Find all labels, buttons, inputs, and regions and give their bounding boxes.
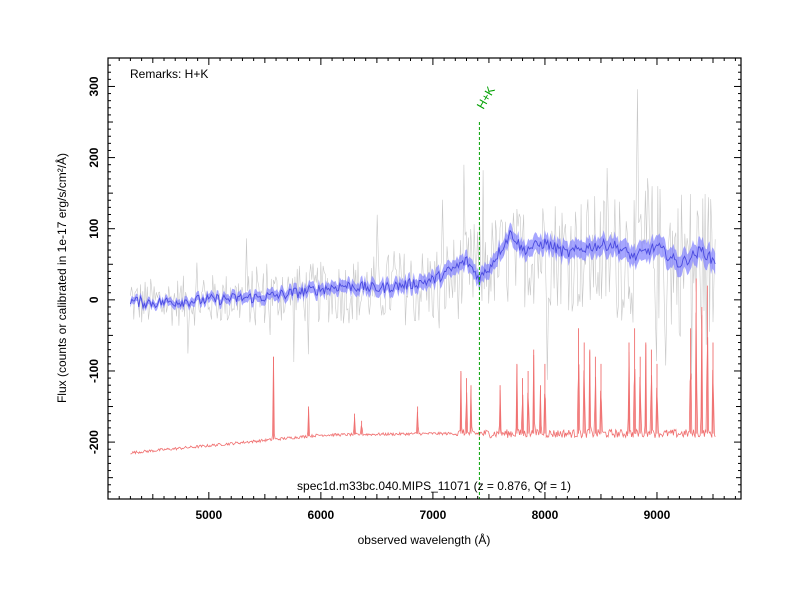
remarks-text: Remarks: H+K	[130, 67, 208, 81]
smoothed-spectrum-series	[129, 222, 716, 312]
raw-spectrum-line	[130, 89, 716, 380]
sky-spectrum-series	[130, 278, 716, 455]
y-tick-label: -100	[87, 359, 101, 383]
x-axis-label: observed wavelength (Å)	[358, 532, 491, 547]
x-tick-label: 5000	[195, 508, 222, 522]
raw-spectrum-series	[130, 89, 716, 380]
x-tick-label: 8000	[532, 508, 559, 522]
y-tick-label: 300	[87, 76, 101, 96]
spectrum-caption: spec1d.m33bc.040.MIPS_11071 (z = 0.876, …	[297, 479, 571, 493]
hk-marker-label: H+K	[474, 84, 498, 112]
x-tick-label: 6000	[308, 508, 335, 522]
y-tick-label: -200	[87, 430, 101, 454]
smoothed-spectrum-line	[129, 229, 716, 310]
y-tick-label: 0	[87, 296, 101, 303]
x-tick-label: 7000	[420, 508, 447, 522]
sky-spectrum-line	[130, 312, 716, 455]
y-axis: -200 -100 0 100 200 300	[87, 64, 741, 493]
series-layer	[129, 89, 716, 455]
x-axis: 5000 6000 7000 8000 9000	[118, 58, 736, 522]
smoothed-error-band	[130, 222, 716, 312]
y-tick-label: 100	[87, 218, 101, 238]
x-tick-label: 9000	[644, 508, 671, 522]
y-axis-label: Flux (counts or calibrated in 1e-17 erg/…	[54, 153, 69, 403]
y-tick-label: 200	[87, 147, 101, 167]
